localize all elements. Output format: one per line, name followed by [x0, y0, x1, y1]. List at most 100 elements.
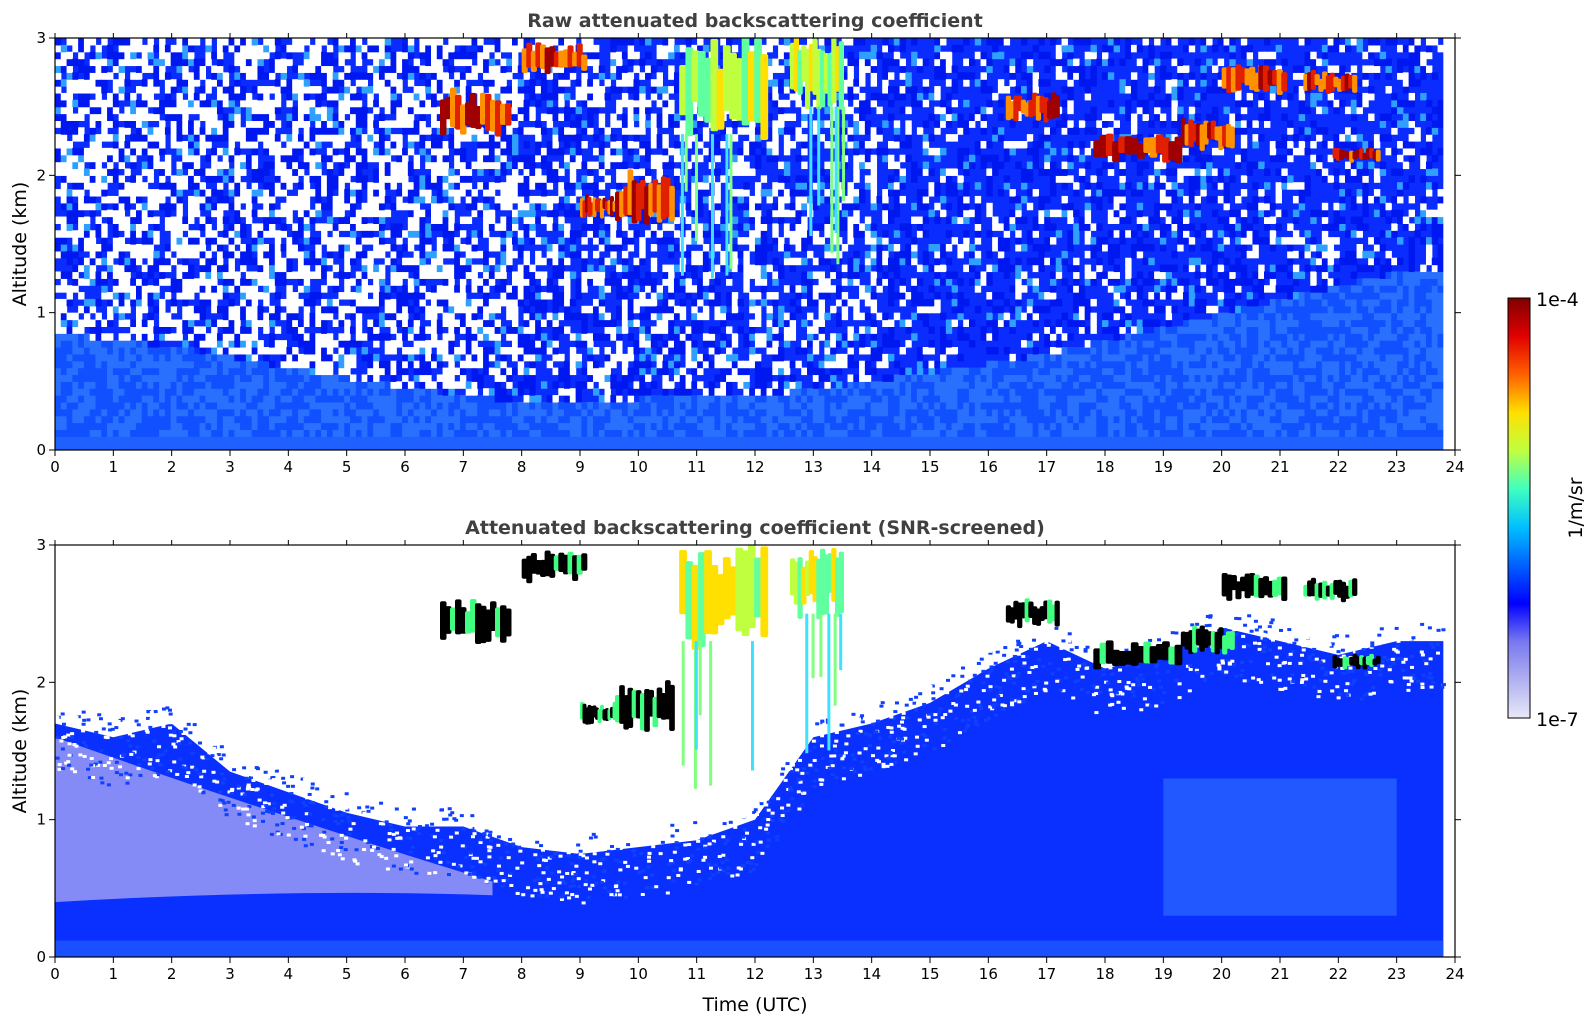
- y-tick: 3: [36, 29, 1461, 47]
- x-tick: 22: [1329, 33, 1348, 476]
- x-tick-label: 4: [284, 458, 294, 476]
- x-tick-label: 10: [629, 458, 648, 476]
- panel-raw-title: Raw attenuated backscattering coefficien…: [527, 10, 983, 32]
- x-tick-label: 1: [109, 965, 119, 983]
- x-tick-label: 12: [745, 458, 764, 476]
- x-tick-label: 12: [745, 965, 764, 983]
- cloud-feature: [1180, 625, 1235, 655]
- x-tick: 16: [979, 33, 998, 476]
- cloud-feature: [1332, 147, 1381, 163]
- x-tick-label: 16: [979, 965, 998, 983]
- x-tick-label: 21: [1270, 458, 1289, 476]
- x-tick-label: 11: [687, 458, 706, 476]
- y-tick-label: 3: [36, 29, 46, 47]
- x-tick-label: 18: [1095, 458, 1114, 476]
- x-tick-label: 23: [1387, 458, 1406, 476]
- x-tick-label: 14: [862, 458, 881, 476]
- x-tick: 16: [979, 540, 998, 983]
- x-tick-label: 8: [517, 458, 527, 476]
- x-tick: 10: [629, 33, 648, 476]
- cloud-feature: [521, 550, 588, 584]
- y-tick: 1: [36, 811, 1461, 829]
- x-tick: 13: [804, 540, 823, 983]
- y-tick-label: 2: [36, 673, 46, 691]
- x-tick: 4: [284, 33, 294, 476]
- y-tick-label: 2: [36, 166, 46, 184]
- y-tick: 1: [36, 304, 1461, 322]
- x-tick: 10: [629, 540, 648, 983]
- x-tick-label: 23: [1387, 965, 1406, 983]
- panel-screened-field: [55, 545, 1448, 957]
- x-tick: 18: [1095, 540, 1115, 983]
- x-tick-label: 13: [804, 458, 823, 476]
- x-tick: 4: [284, 540, 294, 983]
- x-tick: 20: [1212, 540, 1231, 983]
- x-tick-label: 14: [862, 965, 881, 983]
- x-tick-label: 7: [459, 965, 469, 983]
- x-tick: 3: [225, 540, 235, 983]
- x-tick-label: 24: [1445, 965, 1464, 983]
- y-tick-label: 0: [36, 441, 46, 459]
- x-tick: 19: [1154, 33, 1173, 476]
- x-tick-label: 8: [517, 965, 527, 983]
- x-tick-label: 0: [50, 965, 60, 983]
- x-tick: 22: [1329, 540, 1348, 983]
- x-tick-label: 17: [1037, 965, 1056, 983]
- x-tick-label: 4: [284, 965, 294, 983]
- x-tick-label: 22: [1329, 965, 1348, 983]
- cloud-feature: [790, 547, 844, 754]
- x-tick-label: 18: [1095, 965, 1114, 983]
- cloud-feature: [1303, 69, 1358, 94]
- y-tick-label: 3: [36, 536, 46, 554]
- panel-screened-ylabel: Altitude (km): [9, 689, 31, 814]
- cloud-feature: [1093, 133, 1183, 163]
- cloud-feature: [580, 194, 617, 219]
- panel-screened: Attenuated backscattering coefficient (S…: [9, 517, 1465, 1016]
- x-tick: 17: [1037, 33, 1056, 476]
- x-tick-label: 9: [575, 965, 585, 983]
- x-tick-label: 15: [920, 965, 939, 983]
- x-tick: 6: [400, 33, 410, 476]
- x-tick: 5: [342, 33, 351, 476]
- x-tick-label: 22: [1329, 458, 1348, 476]
- colorbar-min-label: 1e-7: [1536, 709, 1579, 731]
- x-tick: 3: [225, 33, 235, 476]
- x-tick: 0: [50, 540, 60, 983]
- x-tick: 5: [342, 540, 352, 983]
- x-tick: 23: [1387, 33, 1406, 476]
- x-tick-label: 5: [342, 965, 352, 983]
- y-tick-label: 1: [36, 304, 46, 322]
- x-tick-label: 16: [979, 458, 998, 476]
- x-tick: 7: [459, 33, 468, 476]
- x-tick: 9: [575, 33, 585, 476]
- x-tick: 14: [862, 33, 881, 476]
- x-tick-label: 6: [400, 965, 410, 983]
- x-tick-label: 13: [804, 965, 823, 983]
- x-tick-label: 6: [400, 458, 410, 476]
- x-tick-label: 17: [1037, 458, 1056, 476]
- x-tick-label: 3: [225, 965, 235, 983]
- x-tick-label: 20: [1212, 458, 1231, 476]
- x-tick-label: 1: [109, 458, 119, 476]
- x-tick: 7: [459, 540, 469, 983]
- x-tick: 9: [575, 540, 585, 983]
- x-tick: 23: [1387, 540, 1406, 983]
- x-tick-label: 15: [920, 458, 939, 476]
- cloud-feature: [440, 87, 512, 137]
- cloud-feature: [1221, 572, 1288, 601]
- x-tick-label: 24: [1445, 458, 1464, 476]
- cloud-feature: [1093, 640, 1183, 670]
- x-tick: 13: [804, 33, 823, 476]
- y-tick: 0: [36, 441, 1461, 459]
- colorbar-max-label: 1e-4: [1536, 289, 1579, 311]
- x-tick-label: 19: [1154, 965, 1173, 983]
- x-tick: 2: [167, 33, 176, 476]
- aerosol-layer: [55, 737, 493, 903]
- colorbar: 1e-4 1e-7 1/m/sr: [1507, 289, 1587, 731]
- x-tick: 0: [50, 33, 60, 476]
- y-tick-label: 0: [36, 948, 46, 966]
- cloud-feature: [521, 42, 588, 75]
- x-tick: 21: [1270, 540, 1290, 983]
- x-tick-label: 20: [1212, 965, 1231, 983]
